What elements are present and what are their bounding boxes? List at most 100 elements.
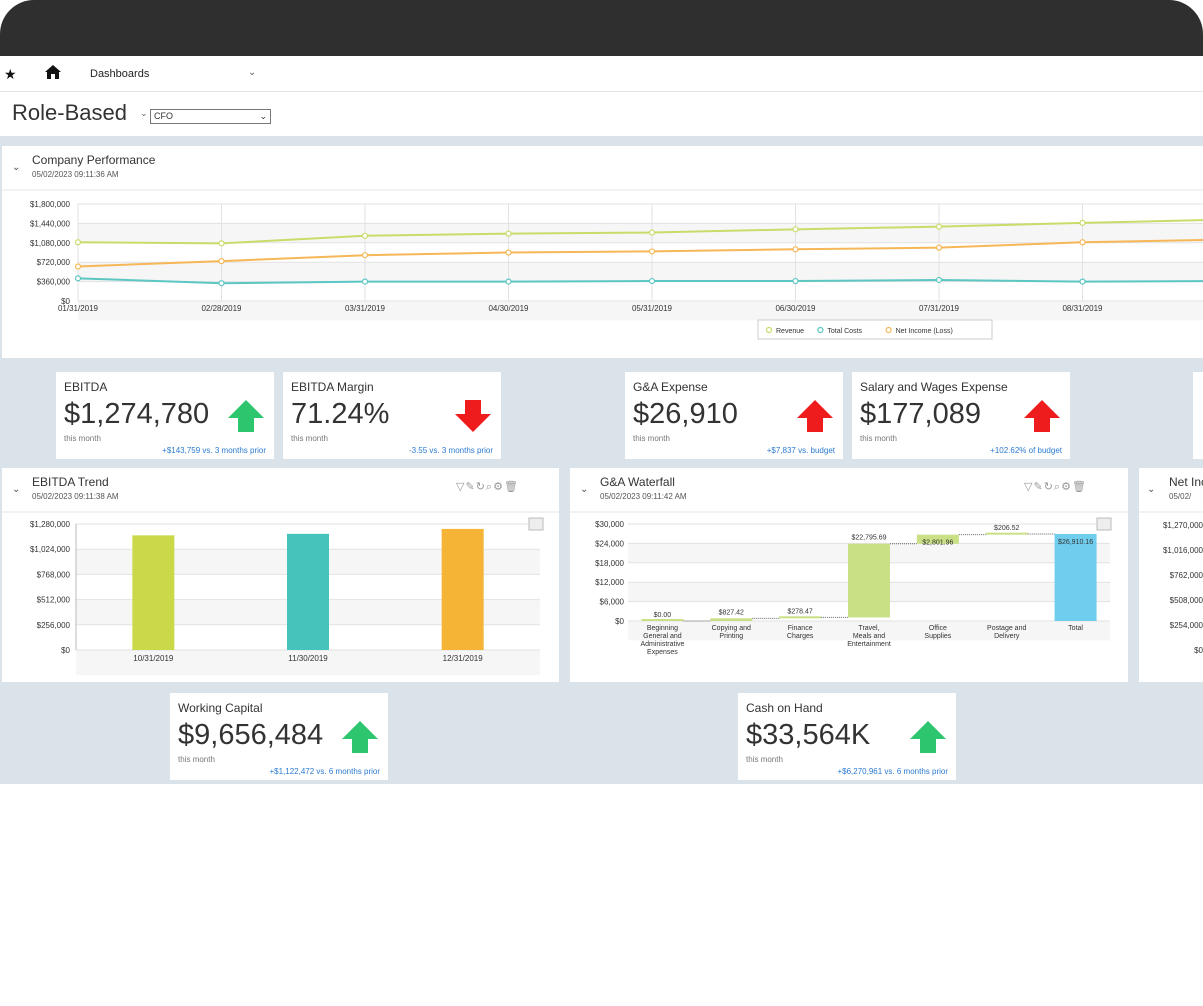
y-tick-label: $12,000 <box>595 578 624 587</box>
x-tick-label: 10/31/2019 <box>133 654 174 663</box>
role-select[interactable]: CFO ⌄ <box>150 109 271 124</box>
kpi-label: EBITDA Margin <box>291 380 374 394</box>
kpi-sub: this month <box>860 434 897 443</box>
data-point <box>505 278 512 285</box>
y-tick-label: $0 <box>61 646 70 655</box>
kpi-salary-wages[interactable]: Salary and Wages Expense $177,089 this m… <box>852 372 1070 459</box>
kpi-partial-offscreen[interactable] <box>1193 372 1203 459</box>
kpi-working-capital[interactable]: Working Capital $9,656,484 this month +$… <box>170 693 388 780</box>
gear-icon[interactable]: ⚙ <box>493 481 504 493</box>
x-tick-label: Supplies <box>924 633 951 640</box>
kpi-value: $33,564K <box>746 719 871 751</box>
x-tick-label: Charges <box>787 633 814 640</box>
collapse-chevron-icon[interactable]: ⌄ <box>12 162 21 173</box>
kpi-delta: +$6,270,961 vs. 6 months prior <box>837 767 948 776</box>
kpi-delta: +$7,837 vs. budget <box>766 446 835 455</box>
role-select-value: CFO <box>154 111 173 121</box>
data-point <box>505 230 512 237</box>
y-tick-label: $0 <box>615 617 624 626</box>
collapse-chevron-icon[interactable]: ⌄ <box>580 484 589 495</box>
gear-icon[interactable]: ⚙ <box>1061 481 1072 493</box>
data-point <box>648 248 656 255</box>
edit-icon[interactable]: ✎ <box>1033 481 1044 493</box>
bar <box>1054 533 1097 621</box>
x-tick-label: 05/31/2019 <box>632 304 673 313</box>
bar <box>916 534 959 544</box>
arrow-up-icon <box>1024 400 1060 432</box>
kpi-ga-expense[interactable]: G&A Expense $26,910 this month +$7,837 v… <box>625 372 843 459</box>
y-tick-label: $360,000 <box>37 278 71 287</box>
kpi-delta: -3.55 vs. 3 months prior <box>408 446 493 455</box>
y-tick-label: $0 <box>1194 646 1203 655</box>
search-icon[interactable]: ⌕ <box>1053 481 1062 493</box>
x-tick-label: Printing <box>719 633 743 640</box>
arrow-up-icon <box>342 721 378 753</box>
kpi-cash-on-hand[interactable]: Cash on Hand $33,564K this month +$6,270… <box>738 693 956 780</box>
kpi-label: Working Capital <box>178 701 263 715</box>
y-tick-label: $768,000 <box>37 570 71 579</box>
y-tick-label: $254,000 <box>1170 621 1203 630</box>
data-label: $827.42 <box>719 609 744 616</box>
kpi-label: G&A Expense <box>633 380 708 394</box>
x-tick-label: Delivery <box>994 633 1020 640</box>
bar <box>287 533 329 650</box>
legend-label: Net Income (Loss) <box>896 328 953 335</box>
legend-marker <box>817 326 824 334</box>
kpi-value: $1,274,780 <box>64 398 210 430</box>
data-point <box>74 275 82 282</box>
refresh-icon[interactable]: ↻ <box>1043 481 1054 493</box>
y-tick-label: $24,000 <box>595 539 624 548</box>
dashboards-chevron-down-icon[interactable]: ⌄ <box>248 67 257 78</box>
x-tick-label: Finance <box>788 625 813 632</box>
collapse-chevron-icon[interactable]: ⌄ <box>1147 484 1156 495</box>
x-tick-label: Office <box>929 625 947 632</box>
data-point <box>1079 278 1086 285</box>
panel-toolbar[interactable]: ▽✎↻⌕⚙🗑 <box>456 480 519 494</box>
kpi-sub: this month <box>64 434 101 443</box>
x-tick-label: Expenses <box>647 649 678 656</box>
edit-icon[interactable]: ✎ <box>465 481 476 493</box>
collapse-chevron-icon[interactable]: ⌄ <box>12 484 21 495</box>
y-tick-label: $1,024,000 <box>30 545 71 554</box>
device-frame <box>0 0 1203 56</box>
title-chevron-down-icon[interactable]: ⌄ <box>140 108 148 118</box>
y-tick-label: $1,440,000 <box>30 219 71 228</box>
filter-icon[interactable]: ▽ <box>456 481 466 493</box>
trash-icon[interactable]: 🗑 <box>503 481 519 493</box>
kpi-ebitda[interactable]: EBITDA $1,274,780 this month +$143,759 v… <box>56 372 274 459</box>
x-tick-label: 02/28/2019 <box>201 304 242 313</box>
arrow-up-icon <box>910 721 946 753</box>
refresh-icon[interactable]: ↻ <box>475 481 486 493</box>
dashboards-menu[interactable]: Dashboards <box>90 68 150 80</box>
kpi-sub: this month <box>746 755 783 764</box>
data-point <box>361 232 369 239</box>
bar <box>985 532 1028 535</box>
x-tick-label: 11/30/2019 <box>288 654 328 663</box>
panel-date: 05/02/2023 09:11:38 AM <box>32 492 119 501</box>
y-tick-label: $508,000 <box>1170 596 1203 605</box>
bar <box>132 535 175 650</box>
net-income-panel: ⌄ Net Inc 05/02/ $1,270,000 $1,016,000 $76… <box>1139 468 1203 682</box>
home-icon[interactable] <box>44 64 62 85</box>
legend-box <box>757 319 993 340</box>
search-icon[interactable]: ⌕ <box>485 481 494 493</box>
panel-date: 05/02/2023 09:11:42 AM <box>600 492 687 501</box>
data-point <box>218 258 225 265</box>
kpi-sub: this month <box>178 755 215 764</box>
legend-marker <box>885 326 892 334</box>
arrow-up-icon <box>797 400 833 432</box>
trash-icon[interactable]: 🗑 <box>1071 481 1087 493</box>
x-tick-label: Total <box>1068 625 1083 632</box>
kpi-delta: +$143,759 vs. 3 months prior <box>162 446 266 455</box>
y-tick-label: $1,016,000 <box>1163 546 1203 555</box>
favorites-star-icon[interactable]: ★ <box>4 66 17 82</box>
ebitda-trend-chart: $1,280,000 $1,024,000 $768,000 $512,000 $256… <box>2 511 559 676</box>
data-label: $22,795.69 <box>851 535 886 542</box>
x-tick-label: Administrative <box>640 641 684 648</box>
panel-toolbar[interactable]: ▽✎↻⌕⚙🗑 <box>1024 480 1087 494</box>
filter-icon[interactable]: ▽ <box>1024 481 1034 493</box>
ga-waterfall-chart: $30,000 $24,000 $18,000 $12,000 $6,000 $0 $0.0… <box>570 511 1128 656</box>
net-income-axis: $1,270,000 $1,016,000 $762,000 $508,000 $254… <box>1139 511 1203 655</box>
data-point <box>935 276 943 284</box>
kpi-ebitda-margin[interactable]: EBITDA Margin 71.24% this month -3.55 vs… <box>283 372 501 459</box>
